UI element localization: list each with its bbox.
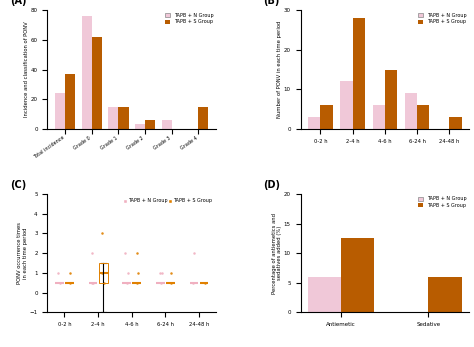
Bar xyxy=(92,37,102,129)
Text: (B): (B) xyxy=(264,0,280,7)
Bar xyxy=(308,277,341,312)
Bar xyxy=(145,120,155,129)
Bar xyxy=(198,107,209,129)
Bar xyxy=(118,107,128,129)
Text: (C): (C) xyxy=(10,180,27,190)
Bar xyxy=(353,18,365,129)
Legend: TAPB + N Group, TAPB + S Group: TAPB + N Group, TAPB + S Group xyxy=(122,196,214,205)
Y-axis label: PONV occurrence times
in each time period: PONV occurrence times in each time perio… xyxy=(18,222,28,284)
Bar xyxy=(428,277,462,312)
Y-axis label: Number of PONV in each time period: Number of PONV in each time period xyxy=(277,21,283,118)
Bar xyxy=(405,93,417,129)
Bar xyxy=(417,105,429,129)
Bar xyxy=(320,105,333,129)
Text: (A): (A) xyxy=(10,0,27,7)
Bar xyxy=(82,16,92,129)
Bar xyxy=(162,120,172,129)
Bar xyxy=(385,70,397,129)
Bar xyxy=(135,124,145,129)
Legend: TAPB + N Group, TAPB + S Group: TAPB + N Group, TAPB + S Group xyxy=(419,13,467,24)
Bar xyxy=(341,238,374,312)
Y-axis label: Incidence and classification of PONV: Incidence and classification of PONV xyxy=(24,22,29,118)
Bar xyxy=(109,107,118,129)
Bar xyxy=(308,117,320,129)
Bar xyxy=(65,74,75,129)
Bar xyxy=(449,117,462,129)
Y-axis label: Percentage of antiemetics and
sedatives added (%): Percentage of antiemetics and sedatives … xyxy=(272,213,283,294)
Legend: TAPB + N Group, TAPB + S Group: TAPB + N Group, TAPB + S Group xyxy=(419,196,467,208)
Bar xyxy=(55,93,65,129)
Bar xyxy=(373,105,385,129)
Bar xyxy=(340,82,353,129)
Text: (D): (D) xyxy=(264,180,281,190)
Legend: TAPB + N Group, TAPB + S Group: TAPB + N Group, TAPB + S Group xyxy=(165,13,214,24)
Bar xyxy=(99,263,108,283)
